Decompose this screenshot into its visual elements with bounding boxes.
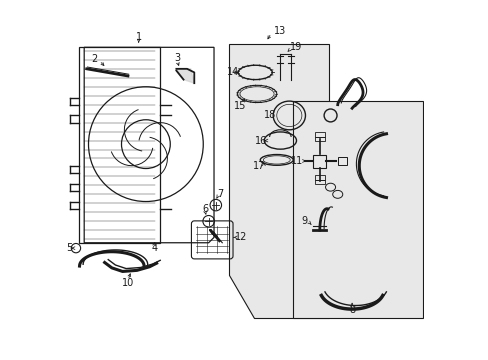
Bar	[314, 132, 324, 136]
Polygon shape	[228, 44, 328, 318]
Bar	[337, 157, 346, 165]
Bar	[314, 175, 324, 180]
Text: 17: 17	[253, 161, 265, 171]
Text: 11: 11	[290, 156, 303, 166]
Text: 6: 6	[202, 204, 208, 215]
Text: 15: 15	[234, 101, 246, 111]
Text: 9: 9	[301, 216, 307, 226]
Text: 3: 3	[174, 53, 180, 63]
Bar	[314, 137, 324, 141]
Text: 1: 1	[135, 32, 142, 41]
Text: 4: 4	[151, 243, 157, 253]
Text: 18: 18	[264, 111, 276, 121]
Text: 5: 5	[66, 243, 73, 253]
Text: 12: 12	[234, 232, 246, 242]
Polygon shape	[293, 101, 422, 318]
Text: 16: 16	[255, 136, 267, 145]
Text: 7: 7	[217, 189, 223, 199]
Text: 8: 8	[348, 305, 354, 315]
Text: 13: 13	[274, 26, 286, 36]
Text: 19: 19	[290, 42, 302, 52]
Text: 10: 10	[122, 278, 134, 288]
Bar	[314, 180, 324, 184]
Polygon shape	[176, 69, 194, 83]
Text: 14: 14	[226, 67, 239, 77]
Text: 2: 2	[91, 54, 98, 64]
